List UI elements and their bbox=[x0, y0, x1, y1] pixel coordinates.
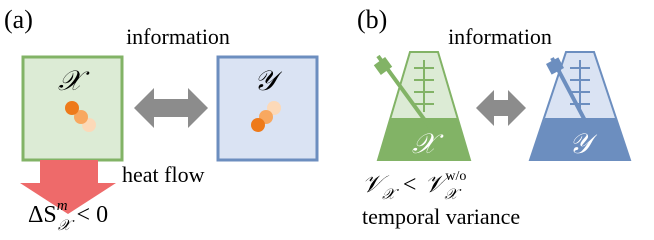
formula-part: ΔS bbox=[28, 202, 57, 228]
arrow-label: information bbox=[126, 24, 230, 49]
formula-part: < 0 bbox=[77, 202, 109, 228]
arrow-label: information bbox=[448, 24, 552, 49]
caption: temporal variance bbox=[362, 204, 520, 229]
formula-part: 𝒳 bbox=[444, 187, 461, 203]
heat-label: heat flow bbox=[122, 162, 205, 187]
panel-label: (a) bbox=[4, 5, 33, 34]
double-arrow bbox=[134, 88, 208, 128]
dot bbox=[65, 101, 79, 115]
panel-b: (b) information 𝒳 𝒴 𝒱𝒳<𝒱𝒳w/o temporal va… bbox=[357, 5, 630, 229]
dot bbox=[251, 118, 265, 132]
formula: 𝒱𝒳<𝒱𝒳w/o bbox=[362, 169, 466, 203]
formula-part: m bbox=[57, 198, 68, 214]
double-arrow bbox=[476, 90, 526, 126]
formula-part: 𝒳 bbox=[382, 187, 399, 203]
figure: (a) information 𝒳 𝒴 heat flow ΔSm𝒳< 0 (b… bbox=[0, 0, 654, 240]
formula-part: 𝒳 bbox=[58, 218, 75, 234]
formula-part: w/o bbox=[445, 169, 466, 184]
panel-label: (b) bbox=[357, 5, 387, 34]
formula-part: < bbox=[403, 172, 417, 198]
